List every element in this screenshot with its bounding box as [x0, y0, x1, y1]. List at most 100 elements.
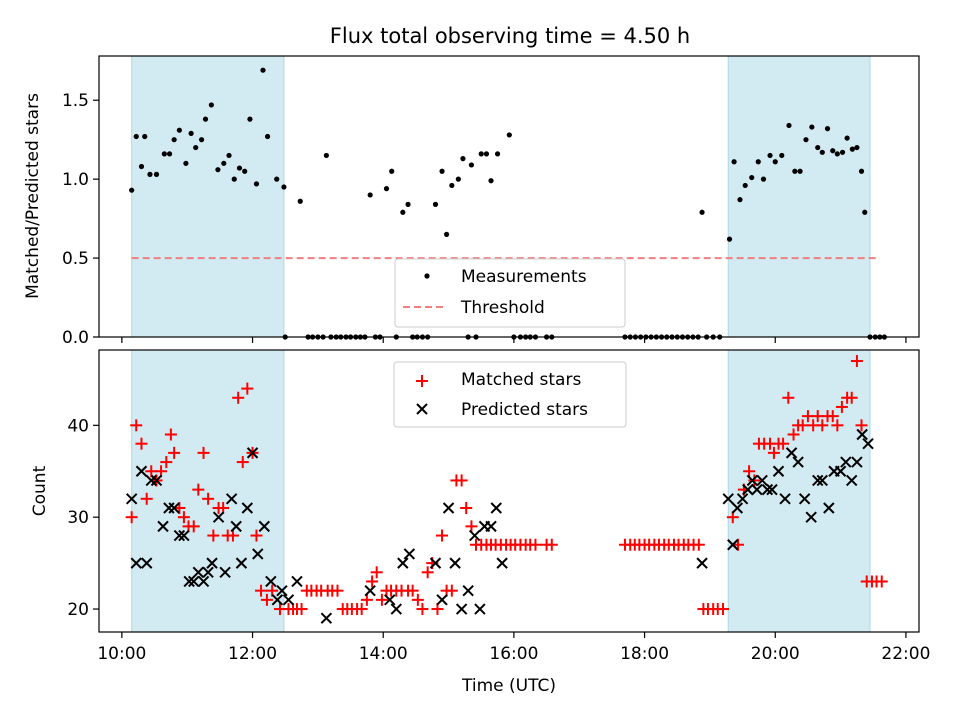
x-tick-label: 14:00 [359, 644, 408, 664]
ratio-plot-frame [98, 55, 920, 338]
matched-star-point [445, 584, 458, 597]
matched-star-point [197, 446, 210, 459]
predicted-star-point [230, 520, 242, 533]
measurement-point [138, 163, 145, 170]
matched-star-point [370, 566, 383, 579]
measurement-point [506, 132, 512, 138]
predicted-star-point [150, 474, 163, 487]
predicted-star-point [856, 428, 868, 441]
count-legend-box [393, 361, 627, 428]
matched-star-point [831, 419, 844, 432]
matched-star-point [241, 382, 254, 395]
predicted-star-point [282, 594, 295, 606]
legend-measurements-marker [424, 273, 430, 279]
predicted-star-point [496, 557, 508, 569]
predicted-star-point [212, 511, 225, 523]
matched-star-point [850, 355, 863, 368]
predicted-star-point [384, 594, 396, 606]
matched-star-point [465, 520, 478, 533]
measurement-point [731, 159, 737, 165]
matched-star-point [266, 584, 279, 597]
matched-star-point [421, 566, 434, 579]
predicted-star-point [845, 474, 858, 487]
measurement-point [188, 130, 194, 136]
matched-star-point [187, 520, 200, 533]
matched-star-point [845, 391, 858, 404]
predicted-star-point [130, 557, 142, 569]
predicted-star-point [125, 493, 138, 505]
predicted-star-point [862, 437, 874, 450]
legend-measurements-label: Measurements [461, 267, 587, 287]
measurement-point [274, 176, 280, 182]
predicted-star-point [792, 456, 804, 468]
x-tick-label: 20:00 [751, 644, 800, 664]
predicted-star-point [779, 493, 791, 505]
measurement-point [699, 209, 705, 215]
measurement-point [133, 133, 139, 140]
predicted-star-point [696, 557, 708, 569]
x-tick-label: 18:00 [620, 644, 669, 664]
matched-star-point [796, 419, 809, 432]
matched-star-point [140, 492, 153, 505]
matched-star-point [416, 603, 429, 616]
predicted-star-point [746, 474, 759, 487]
matched-star-point [855, 419, 868, 432]
matched-star-point [787, 428, 800, 441]
predicted-star-point [140, 557, 153, 569]
matched-star-point [135, 437, 148, 450]
predicted-star-point [442, 502, 455, 514]
ratio-legend: Measurements Threshold [394, 258, 626, 328]
predicted-star-point [145, 474, 157, 487]
measurement-point [264, 133, 271, 140]
x-tick-label: 22:00 [881, 644, 930, 664]
predicted-star-point [462, 584, 474, 597]
observing-window-shade-0 [131, 55, 285, 338]
measurement-point [129, 187, 135, 193]
matched-star-point [177, 511, 190, 524]
predicted-star-point [485, 520, 497, 533]
predicted-star-point [163, 502, 175, 514]
predicted-star-point [798, 493, 811, 505]
predicted-star-point [474, 603, 486, 615]
matched-star-point [331, 584, 344, 597]
measurement-point [468, 162, 475, 168]
legend-predicted-marker [416, 403, 428, 415]
predicted-star-point [188, 575, 200, 588]
matched-star-point [355, 603, 368, 616]
matched-star-point [236, 456, 249, 469]
measurement-point [815, 144, 821, 151]
matched-star-point [295, 603, 308, 616]
measurement-point [488, 178, 494, 184]
x-axis-label: Time (UTC) [461, 676, 556, 696]
measurement-point [208, 102, 214, 108]
predicted-star-point [403, 548, 416, 560]
predicted-star-point [276, 584, 288, 597]
measurement-point [281, 184, 287, 190]
measurement-point [221, 160, 227, 166]
matched-star-point [835, 400, 848, 413]
predicted-star-point [731, 502, 744, 514]
predicted-star-point [772, 465, 785, 477]
predicted-star-point [429, 557, 442, 569]
measurement-point [779, 152, 785, 159]
matched-star-point [529, 538, 542, 551]
predicted-star-point [252, 548, 264, 560]
measurement-point [171, 137, 177, 143]
count-ytick-label: 30 [67, 508, 89, 528]
predicted-star-point [823, 502, 835, 514]
ratio-legend-box [394, 258, 626, 328]
measurement-point [323, 152, 329, 159]
measurement-point [153, 171, 160, 177]
measurement-point [803, 137, 809, 143]
predicted-star-point [816, 474, 829, 487]
x-tick-label: 10:00 [97, 644, 146, 664]
predicted-star-point [851, 456, 863, 468]
matched-star-point [375, 593, 388, 606]
matched-star-point [406, 584, 419, 597]
ratio-ytick-label: 1.0 [62, 170, 89, 190]
measurement-point [819, 149, 825, 155]
measurement-point [183, 160, 189, 166]
matched-star-point [226, 529, 239, 542]
predicted-star-point [197, 575, 210, 588]
